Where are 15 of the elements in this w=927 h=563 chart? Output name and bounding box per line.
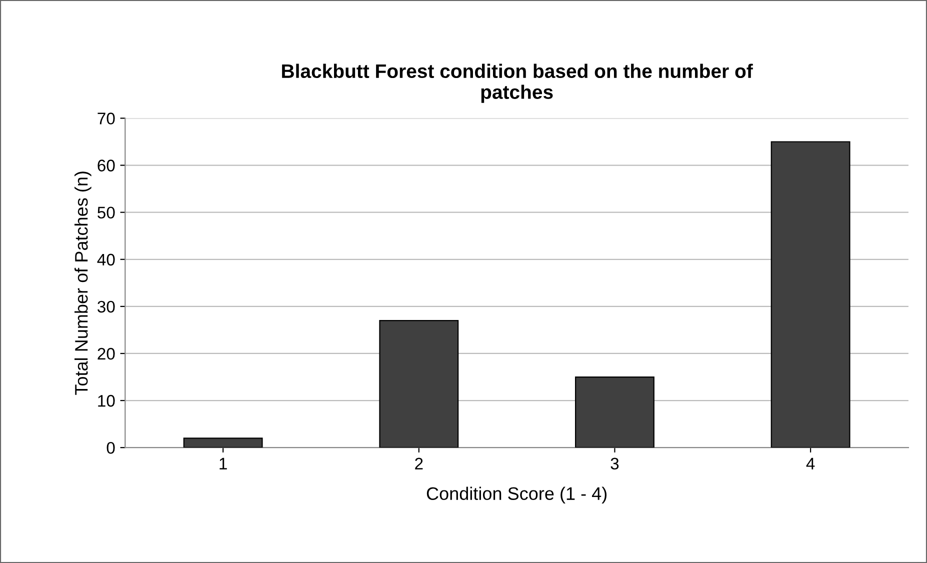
y-tick-label: 40 — [97, 254, 115, 266]
y-axis-title: Total Number of Patches (n) — [74, 172, 92, 395]
x-tick-label: 1 — [220, 458, 227, 470]
y-tick-label: 70 — [98, 112, 115, 124]
x-tick-label: 2 — [415, 458, 423, 470]
x-tick-label: 3 — [610, 458, 619, 470]
x-axis-title: Condition Score (1 - 4) — [426, 486, 607, 504]
y-tick-label: 60 — [98, 160, 115, 172]
y-tick-label: 0 — [106, 442, 115, 454]
chart-title: Blackbutt Forest condition based on the number of patches — [282, 64, 753, 103]
x-tick-label: 4 — [806, 458, 815, 470]
y-tick-label: 30 — [98, 300, 115, 313]
y-tick-label: 50 — [98, 206, 115, 219]
y-tick-label: 20 — [98, 348, 115, 360]
y-tick-label: 10 — [98, 394, 115, 407]
